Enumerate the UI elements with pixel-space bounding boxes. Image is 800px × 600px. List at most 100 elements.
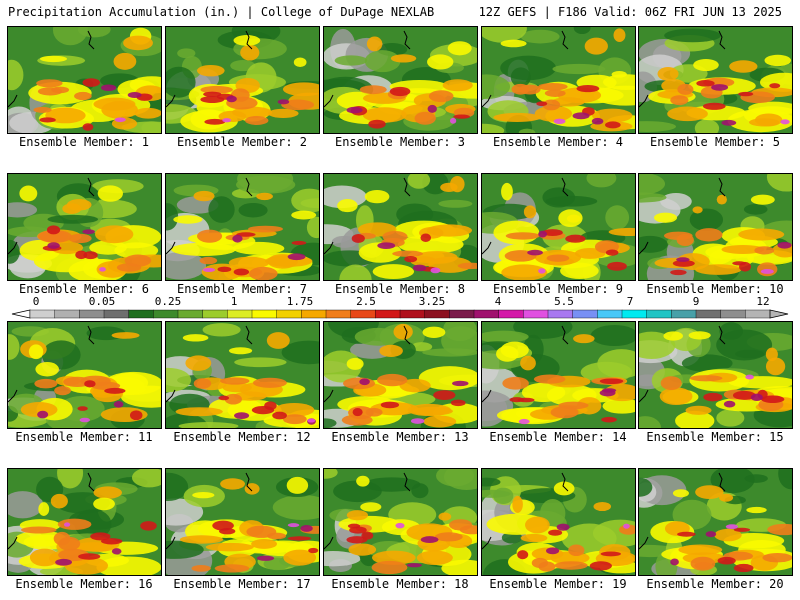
ensemble-panel-12 — [165, 321, 320, 429]
ensemble-panel-7 — [165, 173, 320, 281]
colorbar-tick-label: 12 — [756, 295, 770, 308]
colorbar-swatch — [153, 309, 179, 319]
ensemble-panel-4 — [481, 26, 636, 134]
ensemble-panel-17 — [165, 468, 320, 576]
map-title: Precipitation Accumulation (in.) | Colle… — [8, 5, 435, 19]
ensemble-member-label: Ensemble Member: 20 — [646, 577, 784, 591]
colorbar-swatch — [523, 309, 549, 319]
model-run-info: 12Z GEFS | F186 Valid: 06Z FRI JUN 13 20… — [478, 5, 782, 19]
colorbar-tick-label: 0.05 — [88, 295, 116, 308]
ensemble-member-label: Ensemble Member: 2 — [176, 135, 308, 149]
precipitation-field-map — [8, 469, 161, 575]
precipitation-field-map — [482, 322, 635, 428]
ensemble-panel-8 — [323, 173, 478, 281]
ensemble-member-label: Ensemble Member: 16 — [15, 577, 153, 591]
precipitation-field-map — [166, 322, 319, 428]
colorbar-tick-label: 9 — [692, 295, 700, 308]
colorbar-tick-label: 0 — [32, 295, 40, 308]
colorbar-swatch — [79, 309, 105, 319]
ensemble-panel-11 — [7, 321, 162, 429]
colorbar-swatch — [473, 309, 500, 319]
colorbar-swatch — [720, 309, 746, 319]
colorbar-swatch — [325, 309, 352, 319]
ensemble-member-label: Ensemble Member: 13 — [331, 430, 469, 444]
ensemble-panel-16 — [7, 468, 162, 576]
colorbar-swatch — [695, 309, 722, 319]
colorbar-right-arrow — [769, 309, 789, 319]
ensemble-panel-20 — [638, 468, 793, 576]
colorbar-tick-label: 3.25 — [418, 295, 446, 308]
colorbar-tick-label: 0.25 — [154, 295, 182, 308]
ensemble-member-label: Ensemble Member: 11 — [15, 430, 153, 444]
ensemble-member-label: Ensemble Member: 19 — [489, 577, 627, 591]
ensemble-panel-2 — [165, 26, 320, 134]
ensemble-member-label: Ensemble Member: 12 — [173, 430, 311, 444]
colorbar-swatch — [449, 309, 475, 319]
ensemble-member-label: Ensemble Member: 6 — [18, 282, 150, 296]
ensemble-member-label: Ensemble Member: 3 — [334, 135, 466, 149]
ensemble-panel-9 — [481, 173, 636, 281]
colorbar-tick-label: 4 — [494, 295, 502, 308]
colorbar-swatch — [202, 309, 228, 319]
colorbar-swatch — [276, 309, 302, 319]
ensemble-panel-5 — [638, 26, 793, 134]
colorbar-swatch — [498, 309, 524, 319]
ensemble-member-label: Ensemble Member: 1 — [18, 135, 150, 149]
precipitation-colorbar — [11, 309, 789, 319]
colorbar-swatch — [29, 309, 56, 319]
ensemble-panel-1 — [7, 26, 162, 134]
colorbar-tick-label: 1.75 — [286, 295, 314, 308]
precipitation-field-map — [8, 322, 161, 428]
ensemble-panel-6 — [7, 173, 162, 281]
precipitation-field-map — [639, 174, 792, 280]
ensemble-member-label: Ensemble Member: 4 — [492, 135, 624, 149]
colorbar-swatch — [128, 309, 154, 319]
colorbar-left-arrow — [11, 309, 31, 319]
precipitation-field-map — [639, 469, 792, 575]
precipitation-field-map — [8, 174, 161, 280]
colorbar-swatch — [54, 309, 80, 319]
colorbar-swatch — [375, 309, 401, 319]
ensemble-panel-18 — [323, 468, 478, 576]
ensemble-member-label: Ensemble Member: 10 — [646, 282, 784, 296]
ensemble-panel-3 — [323, 26, 478, 134]
colorbar-swatch — [646, 309, 672, 319]
ensemble-panel-19 — [481, 468, 636, 576]
precipitation-field-map — [166, 27, 319, 133]
colorbar-swatch — [103, 309, 130, 319]
colorbar-swatch — [301, 309, 327, 319]
colorbar-swatch — [424, 309, 450, 319]
precipitation-field-map — [324, 174, 477, 280]
colorbar-swatch — [671, 309, 697, 319]
ensemble-member-label: Ensemble Member: 9 — [492, 282, 624, 296]
colorbar-tick-label: 2.5 — [356, 295, 376, 308]
colorbar-swatch — [350, 309, 376, 319]
colorbar-swatch — [621, 309, 648, 319]
colorbar-tick-label: 1 — [230, 295, 238, 308]
colorbar-tick-label: 7 — [626, 295, 634, 308]
precipitation-field-map — [324, 469, 477, 575]
precipitation-field-map — [324, 27, 477, 133]
precipitation-field-map — [8, 27, 161, 133]
ensemble-member-label: Ensemble Member: 5 — [649, 135, 781, 149]
colorbar-swatch — [399, 309, 426, 319]
precipitation-field-map — [639, 27, 792, 133]
precipitation-field-map — [166, 469, 319, 575]
colorbar-swatch — [177, 309, 204, 319]
precipitation-field-map — [324, 322, 477, 428]
precipitation-field-map — [482, 27, 635, 133]
colorbar-swatch — [745, 309, 771, 319]
ensemble-panel-15 — [638, 321, 793, 429]
ensemble-panel-10 — [638, 173, 793, 281]
ensemble-member-label: Ensemble Member: 18 — [331, 577, 469, 591]
ensemble-member-label: Ensemble Member: 14 — [489, 430, 627, 444]
precipitation-field-map — [166, 174, 319, 280]
precipitation-field-map — [482, 174, 635, 280]
ensemble-member-label: Ensemble Member: 7 — [176, 282, 308, 296]
ensemble-member-label: Ensemble Member: 8 — [334, 282, 466, 296]
precipitation-field-map — [482, 469, 635, 575]
ensemble-member-label: Ensemble Member: 15 — [646, 430, 784, 444]
ensemble-panel-14 — [481, 321, 636, 429]
ensemble-member-label: Ensemble Member: 17 — [173, 577, 311, 591]
precipitation-field-map — [639, 322, 792, 428]
